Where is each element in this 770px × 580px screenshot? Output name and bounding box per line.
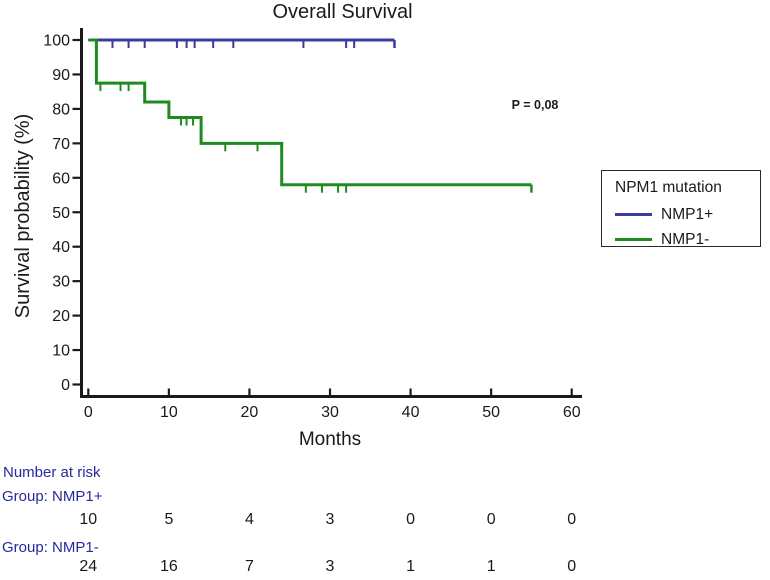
- x-axis-title: Months: [298, 429, 362, 450]
- legend-box: NPM1 mutation NMP1+ NMP1-: [601, 170, 761, 248]
- y-tick-label: 0: [61, 377, 70, 394]
- legend-entries: NMP1+ NMP1-: [615, 202, 760, 252]
- risk-count: 10: [79, 511, 98, 528]
- number-at-risk-header: Number at risk: [3, 464, 101, 481]
- legend-swatch-line: [615, 213, 652, 216]
- y-tick-label: 50: [52, 205, 70, 222]
- x-tick-label: 40: [402, 404, 420, 421]
- risk-count: 1: [406, 558, 416, 575]
- legend-swatch-line: [615, 238, 652, 241]
- legend-title: NPM1 mutation: [615, 179, 722, 196]
- risk-count: 4: [244, 511, 254, 528]
- risk-count: 0: [406, 511, 416, 528]
- y-tick-label: 60: [52, 170, 70, 187]
- chart-title: Overall Survival: [272, 1, 413, 23]
- y-axis-title: Survival probability (%): [12, 113, 34, 319]
- survival-curve-NMP1-: [88, 38, 532, 187]
- risk-group-label: Group: NMP1+: [2, 488, 103, 505]
- x-tick-label: 30: [321, 404, 339, 421]
- legend-entry-label: NMP1-: [661, 230, 710, 248]
- x-tick-label: 20: [241, 404, 259, 421]
- x-tick-label: 60: [563, 404, 581, 421]
- risk-group-label: Group: NMP1-: [2, 539, 99, 556]
- risk-count: 5: [164, 511, 174, 528]
- y-tick-label: 100: [43, 33, 70, 50]
- y-tick-label: 20: [52, 308, 70, 325]
- x-tick-label: 10: [160, 404, 178, 421]
- risk-count: 24: [79, 558, 98, 575]
- y-tick-label: 70: [52, 136, 70, 153]
- x-tick-label: 50: [482, 404, 500, 421]
- risk-count: 3: [325, 558, 335, 575]
- km-plot-svg: 0 10 20 30 40 50 60 70 80 90 100 0 10 20 30 40 50 60: [43, 28, 582, 421]
- y-tick-label: 10: [52, 343, 70, 360]
- legend-entry: NMP1-: [615, 227, 760, 252]
- risk-count: 7: [244, 558, 254, 575]
- risk-count: 0: [567, 558, 577, 575]
- y-tick-label: 80: [52, 101, 70, 118]
- legend-entry-label: NMP1+: [661, 205, 714, 223]
- y-tick-label: 30: [52, 274, 70, 291]
- risk-count: 16: [159, 558, 178, 575]
- x-tick-label: 0: [84, 404, 93, 421]
- risk-count: 0: [567, 511, 577, 528]
- risk-count: 1: [486, 558, 496, 575]
- y-tick-label: 90: [52, 67, 70, 84]
- p-value-annotation: P = 0,08: [511, 98, 559, 112]
- legend-entry: NMP1+: [615, 202, 760, 227]
- y-tick-label: 40: [52, 239, 70, 256]
- risk-count: 0: [486, 511, 496, 528]
- risk-count: 3: [325, 511, 335, 528]
